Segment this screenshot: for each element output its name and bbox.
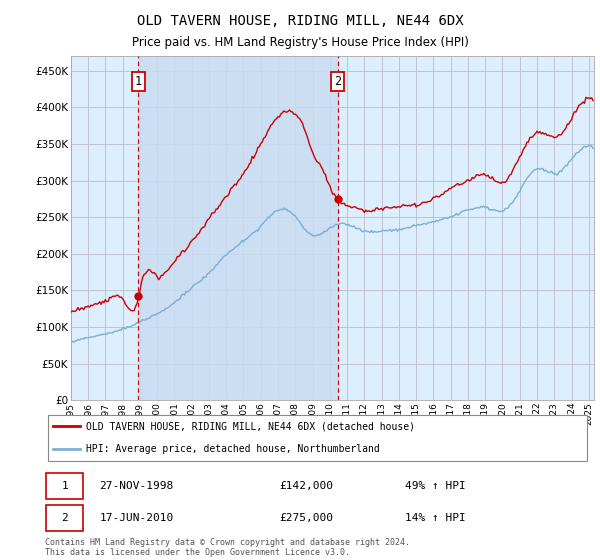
Text: 14% ↑ HPI: 14% ↑ HPI — [406, 513, 466, 522]
Text: 27-NOV-1998: 27-NOV-1998 — [100, 481, 174, 491]
Text: 1: 1 — [61, 481, 68, 491]
Text: 1: 1 — [135, 75, 142, 88]
Text: Contains HM Land Registry data © Crown copyright and database right 2024.
This d: Contains HM Land Registry data © Crown c… — [45, 538, 410, 557]
FancyBboxPatch shape — [48, 416, 587, 461]
Text: HPI: Average price, detached house, Northumberland: HPI: Average price, detached house, Nort… — [86, 444, 380, 454]
Text: OLD TAVERN HOUSE, RIDING MILL, NE44 6DX: OLD TAVERN HOUSE, RIDING MILL, NE44 6DX — [137, 14, 463, 28]
Text: £142,000: £142,000 — [280, 481, 334, 491]
Text: Price paid vs. HM Land Registry's House Price Index (HPI): Price paid vs. HM Land Registry's House … — [131, 36, 469, 49]
Text: OLD TAVERN HOUSE, RIDING MILL, NE44 6DX (detached house): OLD TAVERN HOUSE, RIDING MILL, NE44 6DX … — [86, 421, 415, 431]
FancyBboxPatch shape — [46, 473, 83, 499]
Text: 2: 2 — [61, 513, 68, 522]
Text: 49% ↑ HPI: 49% ↑ HPI — [406, 481, 466, 491]
FancyBboxPatch shape — [46, 505, 83, 531]
Text: 2: 2 — [334, 75, 341, 88]
Text: 17-JUN-2010: 17-JUN-2010 — [100, 513, 174, 522]
Bar — [139, 56, 338, 400]
Text: £275,000: £275,000 — [280, 513, 334, 522]
